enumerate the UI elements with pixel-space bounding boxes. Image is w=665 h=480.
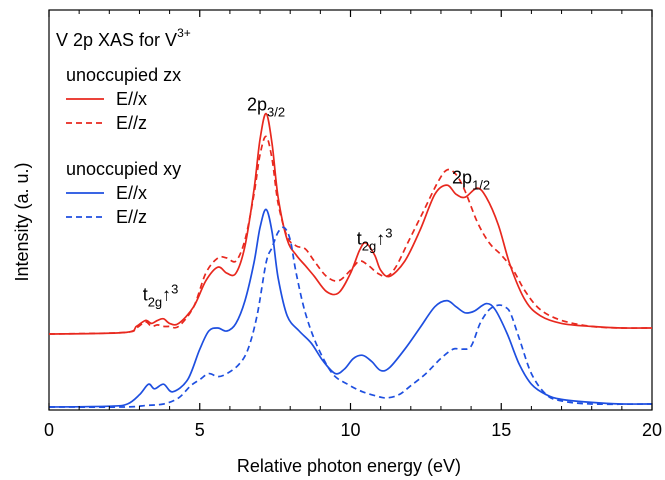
series-line-xy-solid — [48, 208, 653, 408]
chart-title: V 2p XAS for V3+ — [56, 26, 191, 50]
legend-label: E//x — [116, 183, 147, 203]
series-layer — [48, 112, 653, 408]
series-line-xy-dashed — [48, 226, 653, 408]
annotation-t2g-lower: t2g↑3 — [143, 282, 179, 310]
x-tick-label: 10 — [340, 420, 360, 440]
annotations: 2p3/2 2p1/2 t2g↑3 t2g↑3 — [143, 95, 490, 310]
axes: 0 5 10 15 20 — [44, 10, 662, 440]
legend-label: E//z — [116, 207, 147, 227]
series-line-zx-solid — [48, 112, 653, 335]
legend-label: E//z — [116, 113, 147, 133]
y-axis-label: Intensity (a. u.) — [12, 162, 32, 281]
x-tick-label: 5 — [195, 420, 205, 440]
x-axis-label: Relative photon energy (eV) — [237, 456, 461, 476]
legend-label: E//x — [116, 89, 147, 109]
legend: unoccupied zx E//x E//z unoccupied xy E//x E/… — [66, 65, 181, 227]
legend-header-xy: unoccupied xy — [66, 159, 181, 179]
annotation-l3: 2p3/2 — [247, 95, 285, 120]
series-line-zx-dashed — [48, 135, 653, 335]
x-tick-label: 20 — [642, 420, 662, 440]
chart-title-main: V 2p XAS for V — [56, 30, 177, 50]
x-tick-label: 15 — [491, 420, 511, 440]
annotation-t2g-upper: t2g↑3 — [357, 225, 393, 253]
x-tick-label: 0 — [44, 420, 54, 440]
chart-title-superscript: 3+ — [177, 26, 191, 40]
legend-header-zx: unoccupied zx — [66, 65, 181, 85]
annotation-l2: 2p1/2 — [452, 168, 490, 193]
